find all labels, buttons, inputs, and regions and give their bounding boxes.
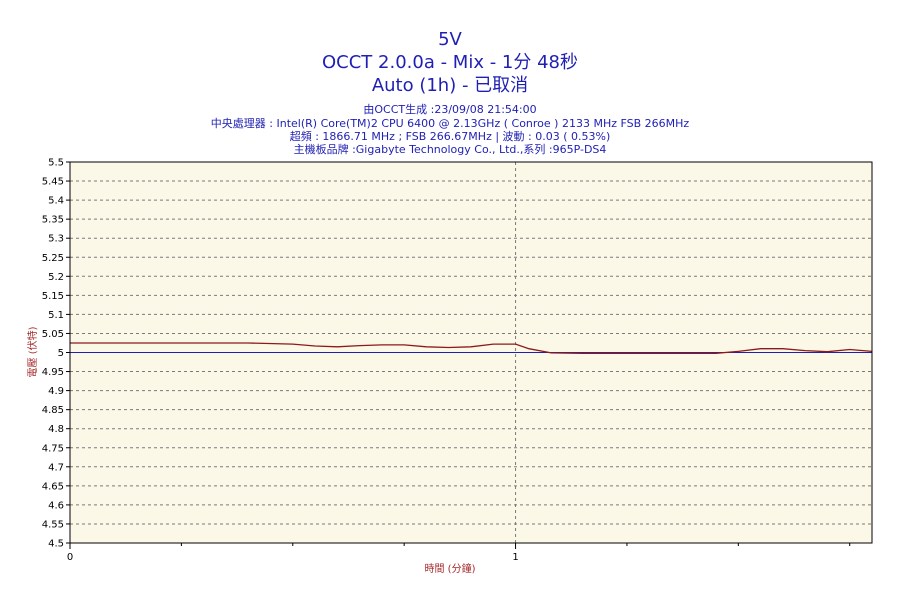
y-tick-label: 5.05	[42, 329, 64, 340]
info-cpu: 中央處理器 : Intel(R) Core(TM)2 CPU 6400 @ 2.…	[211, 116, 690, 130]
y-tick-label: 4.6	[48, 500, 64, 511]
series-layer	[70, 342, 873, 354]
info-freq: 超頻 : 1866.71 MHz ; FSB 266.67MHz | 波動 : …	[290, 129, 611, 143]
x-axis-title: 時間 (分鐘)	[425, 562, 476, 575]
y-tick-label: 5.4	[48, 196, 64, 207]
y-tick-label: 4.7	[48, 462, 64, 473]
series-line	[70, 342, 873, 354]
x-tick-label: 1	[512, 552, 518, 563]
y-tick-label: 5.5	[48, 158, 64, 169]
y-tick-label: 5.3	[48, 234, 64, 245]
chart-status: Auto (1h) - 已取消	[372, 75, 528, 96]
y-tick-label: 4.75	[42, 443, 64, 454]
info-generated: 由OCCT生成 :23/09/08 21:54:00	[363, 102, 536, 116]
y-axis: 5.5 5.45 5.4 5.35 5.3 5.25 5.2 5.15 5.1 5.05 5 4.95…	[42, 158, 70, 550]
y-tick-label: 4.55	[42, 519, 64, 530]
y-tick-label: 4.65	[42, 481, 64, 492]
grid	[70, 162, 872, 543]
chart-subtitle: OCCT 2.0.0a - Mix - 1分 48秒	[322, 52, 578, 73]
y-tick-label: 4.85	[42, 405, 64, 416]
chart-title: 5V	[438, 29, 462, 50]
y-tick-label: 5.1	[48, 310, 64, 321]
y-tick-label: 5.35	[42, 215, 64, 226]
y-tick-label: 5.15	[42, 291, 64, 302]
y-tick-label: 5.2	[48, 272, 64, 283]
y-axis-title: 電壓 (伏特)	[26, 326, 39, 377]
y-tick-label: 5.45	[42, 177, 64, 188]
y-tick-label: 5.25	[42, 253, 64, 264]
y-tick-label: 5	[58, 348, 64, 359]
y-tick-label: 4.5	[48, 539, 64, 550]
y-tick-label: 4.9	[48, 386, 64, 397]
info-board: 主機板品牌 :Gigabyte Technology Co., Ltd.,系列 …	[294, 142, 607, 156]
y-tick-label: 4.95	[42, 367, 64, 378]
y-tick-label: 4.8	[48, 424, 64, 435]
x-tick-label: 0	[67, 552, 73, 563]
